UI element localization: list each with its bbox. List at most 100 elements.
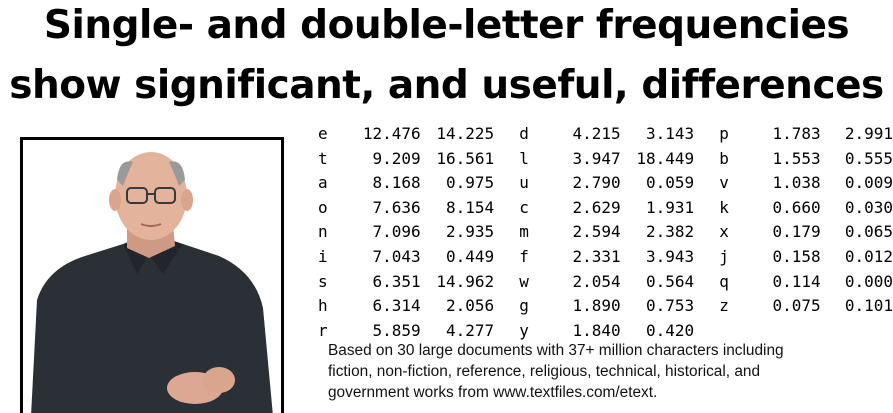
single-frequency-cell: 6.314: [372, 296, 421, 316]
single-frequency-cell: 4.215: [572, 124, 621, 143]
double-frequency-cell: 3.943: [646, 246, 695, 266]
double-frequency-cell: 0.065: [844, 222, 893, 242]
single-frequency-cell: 1.038: [772, 173, 821, 193]
double-frequency-cell: 16.561: [436, 148, 495, 168]
table-row: o 7.636 8.154 c 2.629 1.931 k 0.660 0.030: [312, 196, 893, 221]
single-frequency-cell: 7.096: [372, 222, 421, 242]
double-frequency-cell: 8.154: [446, 197, 495, 217]
single-frequency-cell: 0.158: [772, 246, 821, 266]
single-frequency-cell: 2.331: [572, 246, 621, 266]
column-gap: [694, 220, 713, 245]
letter-cell: x: [719, 222, 729, 242]
single-frequency-cell: 0.660: [772, 197, 821, 217]
letter-cell: v: [719, 173, 729, 193]
letter-cell: r: [318, 320, 328, 340]
single-frequency-cell: 2.790: [572, 173, 621, 193]
column-gap: [694, 171, 713, 196]
single-frequency-cell: 12.476: [362, 124, 421, 143]
column-gap: [694, 122, 713, 147]
double-frequency-cell: 0.009: [844, 173, 893, 193]
table-row: i 7.043 0.449 f 2.331 3.943 j 0.158 0.012: [312, 245, 893, 270]
column-gap: [494, 270, 513, 295]
single-frequency-cell: 3.947: [572, 148, 621, 168]
double-frequency-cell: 0.420: [646, 320, 695, 340]
letter-cell: i: [318, 246, 328, 266]
double-frequency-cell: 2.382: [646, 222, 695, 242]
letter-cell: s: [318, 271, 328, 291]
letter-cell: t: [318, 148, 328, 168]
single-frequency-cell: 1.840: [572, 320, 621, 340]
column-gap: [694, 147, 713, 172]
single-frequency-cell: 1.890: [572, 296, 621, 316]
double-frequency-cell: 18.449: [636, 148, 695, 168]
double-frequency-cell: 14.225: [436, 124, 495, 143]
column-gap: [494, 171, 513, 196]
column-gap: [494, 147, 513, 172]
letter-cell: k: [719, 197, 729, 217]
double-frequency-cell: 0.012: [844, 246, 893, 266]
letter-cell: n: [318, 222, 328, 242]
double-frequency-cell: 2.991: [844, 124, 893, 143]
letter-cell: u: [519, 173, 529, 193]
slide-title-line-1: Single- and double-letter frequencies: [43, 3, 850, 48]
table-row: r 5.859 4.277 y 1.840 0.420: [312, 319, 893, 344]
letter-cell: j: [719, 246, 729, 266]
table-row: s 6.351 14.962 w 2.054 0.564 q 0.114 0.000: [312, 270, 893, 295]
presenter-video: [20, 137, 284, 413]
single-frequency-cell: 0.075: [772, 296, 821, 316]
column-gap: [694, 245, 713, 270]
double-frequency-cell: 14.962: [436, 271, 495, 291]
single-frequency-cell: 9.209: [372, 148, 421, 168]
double-frequency-cell: 2.056: [446, 296, 495, 316]
letter-cell: y: [519, 320, 529, 340]
source-note-line-2: fiction, non-fiction, reference, religio…: [328, 363, 761, 380]
single-frequency-cell: 2.054: [572, 271, 621, 291]
source-note: Based on 30 large documents with 37+ mil…: [328, 340, 888, 403]
single-frequency-cell: 2.594: [572, 222, 621, 242]
double-frequency-cell: 0.555: [844, 148, 893, 168]
single-frequency-cell: 5.859: [372, 320, 421, 340]
letter-cell: l: [519, 148, 529, 168]
table-row: e 12.476 14.225 d 4.215 3.143 p 1.783 2.991: [312, 122, 893, 147]
presenter-figure: [23, 140, 281, 413]
table-row: a 8.168 0.975 u 2.790 0.059 v 1.038 0.009: [312, 171, 893, 196]
double-frequency-cell: 2.935: [446, 222, 495, 242]
single-frequency-cell: 1.783: [772, 124, 821, 143]
slide-title-line-2: show significant, and useful, difference…: [9, 63, 884, 108]
double-frequency-cell: 0.059: [646, 173, 695, 193]
single-frequency-cell: 0.114: [772, 271, 821, 291]
single-frequency-cell: 7.043: [372, 246, 421, 266]
column-gap: [694, 270, 713, 295]
table-row: n 7.096 2.935 m 2.594 2.382 x 0.179 0.065: [312, 220, 893, 245]
letter-cell: z: [719, 296, 729, 316]
double-frequency-cell: 0.030: [844, 197, 893, 217]
letter-cell: q: [719, 271, 729, 291]
double-frequency-cell: 0.564: [646, 271, 695, 291]
letter-cell: f: [519, 246, 529, 266]
column-gap: [494, 245, 513, 270]
single-frequency-cell: 2.629: [572, 197, 621, 217]
column-gap: [494, 122, 513, 147]
column-gap: [694, 196, 713, 221]
letter-cell: a: [318, 173, 328, 193]
double-frequency-cell: 4.277: [446, 320, 495, 340]
single-frequency-cell: 6.351: [372, 271, 421, 291]
double-frequency-cell: 0.449: [446, 246, 495, 266]
letter-cell: w: [519, 271, 529, 291]
letter-cell: m: [519, 222, 529, 242]
letter-cell: d: [519, 124, 529, 143]
column-gap: [494, 220, 513, 245]
table-row: t 9.209 16.561 l 3.947 18.449 b 1.553 0.555: [312, 147, 893, 172]
single-frequency-cell: 8.168: [372, 173, 421, 193]
letter-frequency-table: e 12.476 14.225 d 4.215 3.143 p 1.783 2.991 t 9.20…: [312, 122, 893, 343]
double-frequency-cell: 0.975: [446, 173, 495, 193]
column-gap: [694, 294, 713, 319]
double-frequency-cell: 3.143: [646, 124, 695, 143]
double-frequency-cell: 0.000: [844, 271, 893, 291]
letter-cell: h: [318, 296, 328, 316]
source-note-line-3: government works from www.textfiles.com/…: [328, 384, 658, 401]
letter-cell: o: [318, 197, 328, 217]
double-frequency-cell: 0.101: [844, 296, 893, 316]
single-frequency-cell: 1.553: [772, 148, 821, 168]
double-frequency-cell: 1.931: [646, 197, 695, 217]
